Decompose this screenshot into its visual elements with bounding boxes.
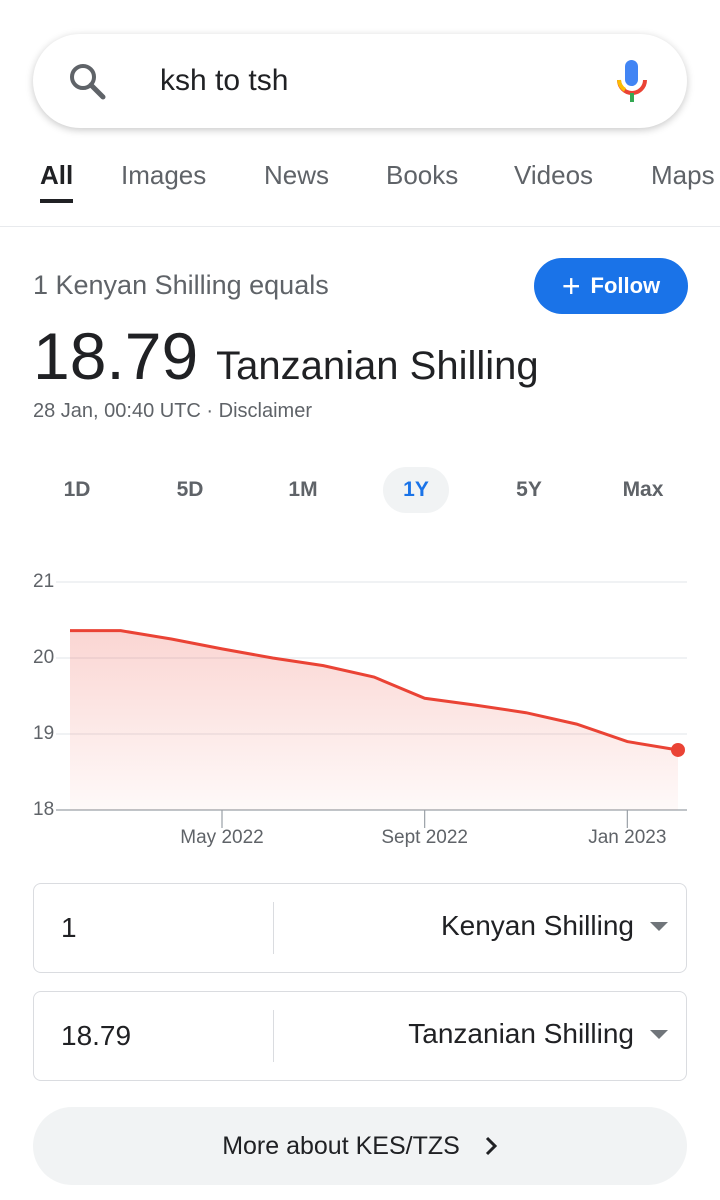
range-button[interactable]: 1Y	[403, 478, 429, 501]
rate-unit: Tanzanian Shilling	[216, 344, 539, 388]
tab[interactable]: Books	[386, 160, 459, 190]
range-highlight	[383, 467, 449, 513]
more-button[interactable]: More about KES/TZS	[33, 1107, 687, 1185]
disclaimer[interactable]: Disclaimer	[218, 400, 312, 422]
mic-icon[interactable]	[614, 58, 650, 106]
rate: 18.79 Tanzanian Shilling	[33, 318, 539, 394]
rate-value: 18.79	[33, 319, 199, 393]
tab[interactable]: Images	[121, 160, 207, 190]
dropdown-arrow	[650, 922, 668, 931]
more-label: More about KES/TZS	[222, 1131, 460, 1160]
range-button[interactable]: 5Y	[516, 478, 542, 501]
y-tick-label: 18	[33, 799, 54, 820]
y-tick-label: 21	[33, 571, 54, 592]
chart: 18 19 20 21 May 2022 Sept 2022 Jan 2023	[33, 571, 687, 848]
converter-row[interactable]: 18.79 Tanzanian Shilling	[33, 991, 687, 1081]
dropdown-arrow	[650, 1030, 668, 1039]
timestamp-line: 28 Jan, 00:40 UTC · Disclaimer	[33, 400, 312, 422]
search-query[interactable]: ksh to tsh	[160, 64, 289, 97]
currency[interactable]: Kenyan Shilling	[440, 910, 634, 941]
tab[interactable]: All	[40, 160, 74, 190]
amount[interactable]: 1	[61, 912, 77, 943]
search-bar[interactable]	[33, 34, 687, 128]
tab[interactable]: News	[264, 160, 330, 190]
tab-underline	[40, 199, 73, 203]
range-button[interactable]: 1D	[63, 478, 91, 501]
end-point	[671, 742, 685, 757]
timestamp: 28 Jan, 00:40 UTC	[33, 400, 201, 422]
range-button[interactable]: 5D	[176, 478, 204, 501]
tab[interactable]: Videos	[514, 160, 594, 190]
x-tick-label: Jan 2023	[588, 827, 666, 848]
x-tick-label: May 2022	[180, 827, 263, 848]
range-button[interactable]: 1M	[288, 478, 318, 501]
chevron	[485, 1136, 497, 1156]
separator	[273, 902, 274, 954]
x-tick-label: Sept 2022	[381, 827, 468, 848]
area	[70, 630, 678, 810]
follow-label: Follow	[590, 273, 661, 298]
currency[interactable]: Tanzanian Shilling	[408, 1018, 634, 1049]
y-tick-label: 19	[33, 723, 54, 744]
amount[interactable]: 18.79	[61, 1020, 132, 1051]
divider	[0, 226, 720, 227]
equals-text: 1 Kenyan Shilling equals	[33, 270, 329, 300]
separator	[273, 1010, 274, 1062]
range-button[interactable]: Max	[622, 478, 664, 501]
y-tick-label: 20	[33, 647, 54, 668]
line	[70, 629, 679, 752]
converter-row[interactable]: 1 Kenyan Shilling	[33, 883, 687, 973]
tab[interactable]: Maps	[651, 160, 715, 190]
follow-button[interactable]: + Follow	[534, 258, 688, 314]
search-icon	[70, 64, 106, 100]
